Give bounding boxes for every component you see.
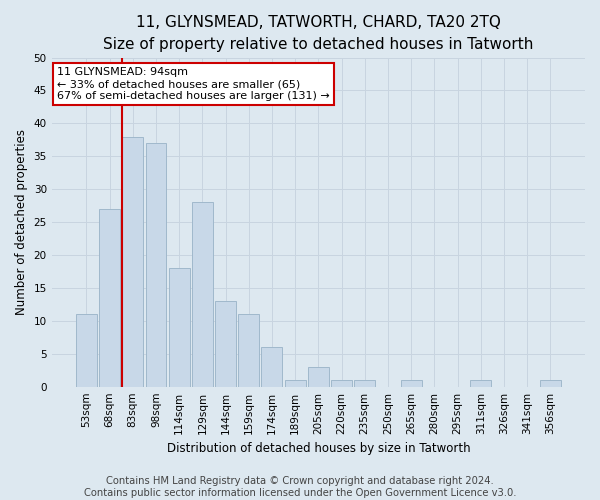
Bar — [284, 380, 305, 386]
X-axis label: Distribution of detached houses by size in Tatworth: Distribution of detached houses by size … — [167, 442, 470, 455]
Bar — [401, 380, 422, 386]
Bar — [470, 380, 491, 386]
Bar — [146, 143, 166, 386]
Bar — [122, 136, 143, 386]
Bar — [169, 268, 190, 386]
Y-axis label: Number of detached properties: Number of detached properties — [15, 129, 28, 315]
Bar — [76, 314, 97, 386]
Bar — [331, 380, 352, 386]
Bar — [192, 202, 213, 386]
Bar — [308, 367, 329, 386]
Bar — [215, 301, 236, 386]
Bar — [238, 314, 259, 386]
Title: 11, GLYNSMEAD, TATWORTH, CHARD, TA20 2TQ
Size of property relative to detached h: 11, GLYNSMEAD, TATWORTH, CHARD, TA20 2TQ… — [103, 15, 533, 52]
Text: 11 GLYNSMEAD: 94sqm
← 33% of detached houses are smaller (65)
67% of semi-detach: 11 GLYNSMEAD: 94sqm ← 33% of detached ho… — [57, 68, 330, 100]
Bar — [262, 347, 283, 387]
Text: Contains HM Land Registry data © Crown copyright and database right 2024.
Contai: Contains HM Land Registry data © Crown c… — [84, 476, 516, 498]
Bar — [354, 380, 375, 386]
Bar — [540, 380, 561, 386]
Bar — [99, 209, 120, 386]
